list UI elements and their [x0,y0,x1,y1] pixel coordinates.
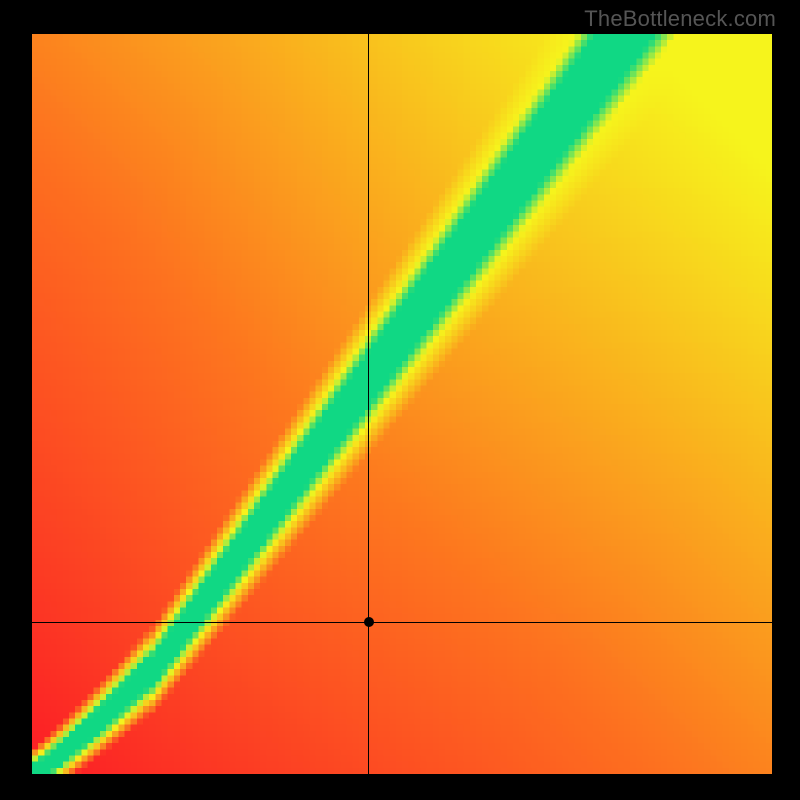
crosshair-horizontal [32,622,772,623]
figure-frame: { "watermark": { "text": "TheBottleneck.… [0,0,800,800]
bottleneck-heatmap [32,34,772,774]
crosshair-vertical [368,34,369,774]
watermark-text: TheBottleneck.com [584,6,776,32]
crosshair-point [364,617,374,627]
